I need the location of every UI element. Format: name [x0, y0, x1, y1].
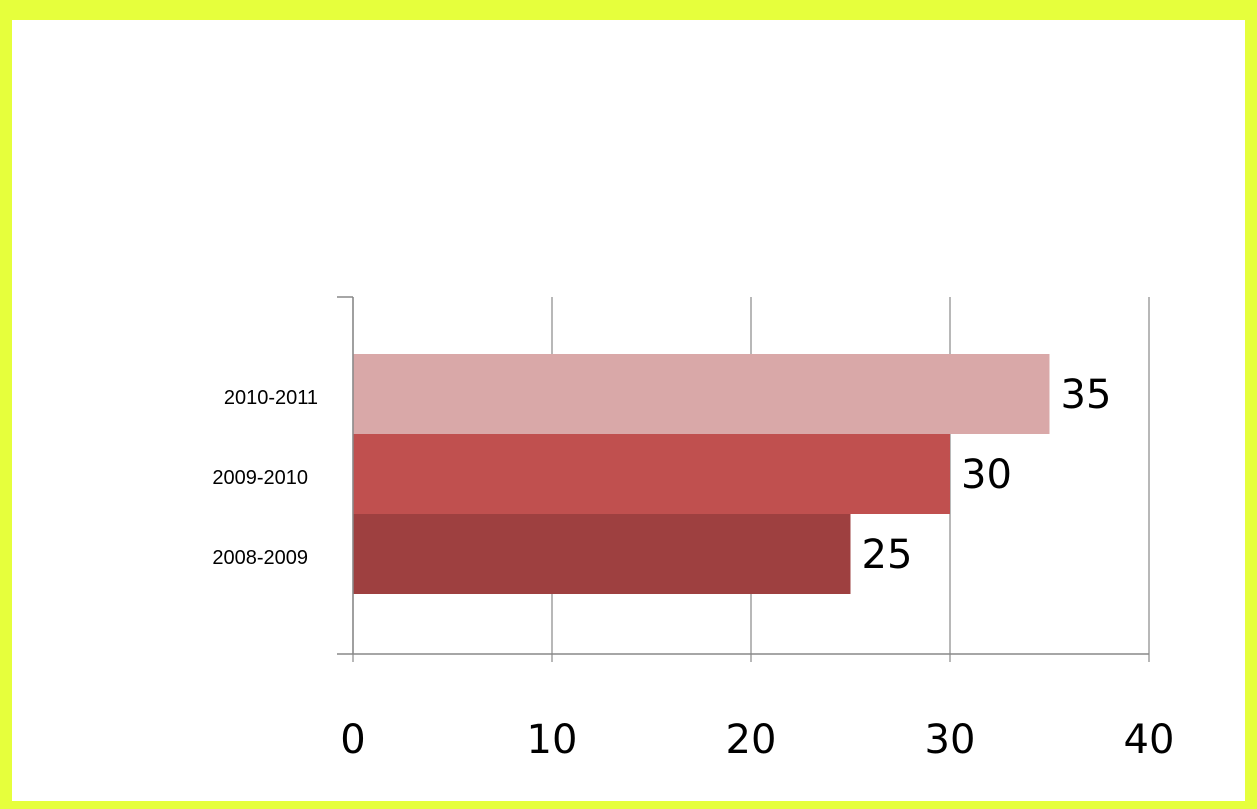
category-label: 2008-2009	[212, 547, 308, 569]
x-tick-label: 20	[726, 717, 777, 763]
data-label: 25	[862, 532, 913, 578]
x-tick-label: 0	[340, 717, 365, 763]
category-label: 2010-2011	[224, 387, 318, 409]
bar	[353, 354, 1050, 434]
x-tick-label: 10	[527, 717, 578, 763]
x-tick-label: 30	[925, 717, 976, 763]
bars	[353, 354, 1050, 594]
bar-chart: 0 10 20 30 40 25 2008-2009 30 2009-2010 35 2010-20…	[12, 20, 1257, 809]
data-label: 35	[1061, 372, 1112, 418]
x-tick-label: 40	[1124, 717, 1175, 763]
bar	[353, 514, 851, 594]
category-label: 2009-2010	[212, 467, 308, 489]
bar	[353, 434, 950, 514]
data-label: 30	[961, 452, 1012, 498]
